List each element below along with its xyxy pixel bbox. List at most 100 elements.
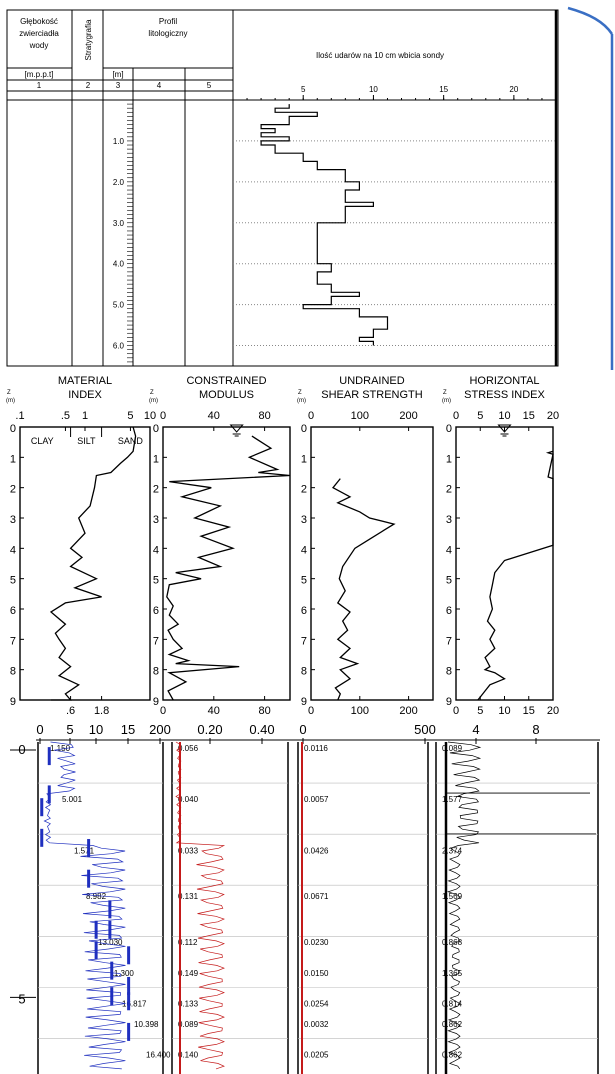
depth-tick-label: 3.0 [113, 219, 125, 228]
plot-title-line1: MATERIAL [58, 375, 112, 387]
top-tick-label: 10 [89, 722, 103, 737]
top-tick-label: 0 [36, 722, 43, 737]
bottom-tick-label: 10 [498, 705, 510, 717]
bottom-tick-label: 0 [308, 705, 314, 717]
depth-tick-label: 2 [10, 484, 16, 496]
top-tick-label: 5 [127, 410, 133, 422]
plot-title-line2: STRESS INDEX [464, 389, 545, 401]
top-tick-label: 200 [399, 410, 417, 422]
plot-title-line2: MODULUS [199, 389, 254, 401]
annotation-value: 1.150 [50, 744, 71, 753]
top-tick-label: 10 [498, 410, 510, 422]
col-number-4: 4 [157, 81, 162, 90]
top-tick-label: 80 [258, 410, 270, 422]
cpt-track-2: 0.056 0.040 0.033 0.131 0.112 0.149 0.133 0.089… [171, 742, 289, 1074]
top-tick-label: 0.20 [197, 722, 222, 737]
depth-tick-label: 3 [153, 514, 159, 526]
top-tick-label: 100 [351, 410, 369, 422]
depth-tick-label: 1.0 [113, 137, 125, 146]
dmt-series [166, 435, 291, 701]
cpt-track-1: 1.150 5.001 1.571 8.982 13.030 11.300 16.817 10… [37, 742, 171, 1074]
plot-title-line1: UNDRAINED [339, 375, 404, 387]
depth-tick-label: 1 [446, 453, 452, 465]
top-tick-label: 10 [144, 410, 156, 422]
bottom-tick-label: 200 [399, 705, 417, 717]
annotation-value: 0.056 [178, 744, 199, 753]
blow-count-chart: 5 10 15 20 1.0 2.0 3.0 4.0 5.0 6.0 [113, 85, 556, 363]
depth-tick-label: 4 [153, 544, 159, 556]
plot-title-line1: CONSTRAINED [186, 375, 266, 387]
annotation-value: 0.033 [178, 846, 199, 855]
depth-tick-label: 7 [301, 635, 307, 647]
depth-tick-label: 8 [446, 666, 452, 678]
depth-tick-label: 2.0 [113, 178, 125, 187]
depth-tick-label: 9 [153, 696, 159, 708]
top-tick-label: 1 [82, 410, 88, 422]
bottom-tick-label: 100 [351, 705, 369, 717]
depth-tick-label: 8 [153, 666, 159, 678]
depth-tick-label: 5 [153, 575, 159, 587]
annotation-value: 0.862 [442, 1051, 463, 1060]
z-label: Z [298, 390, 302, 396]
depth-tick-label: 2 [301, 484, 307, 496]
dmt-series [49, 426, 137, 701]
bottom-tick-label: 1.8 [94, 705, 109, 717]
top-tick-label: 15 [523, 410, 535, 422]
depth-tick-label: 1 [153, 453, 159, 465]
bottom-tick-label: 0 [160, 705, 166, 717]
annotation-value: 0.040 [178, 795, 199, 804]
profile-header-line2: litologiczny [148, 29, 187, 38]
annotation-value: 16.400 [146, 1051, 171, 1060]
plot-frame [310, 426, 434, 701]
z-label: Z [443, 390, 447, 396]
depth-tick-label: 6 [153, 605, 159, 617]
red-trace [175, 741, 226, 1070]
depth-tick-label: 6 [446, 605, 452, 617]
x-tick-label: 20 [509, 85, 518, 94]
bottom-tick-label: 15 [523, 705, 535, 717]
x-tick-label: 5 [301, 85, 306, 94]
annotation-value: 1.365 [442, 969, 463, 978]
bottom-tick-label: .6 [66, 705, 75, 717]
cpt-track-4: 0.089 1.577 2.374 1.569 0.868 1.365 0.814 0.862… [435, 742, 599, 1074]
water-depth-header-line3: wody [29, 41, 49, 50]
depth-tick-label: 0 [10, 423, 16, 435]
depth-tick-label: 7 [153, 635, 159, 647]
top-tick-label: 8 [532, 722, 539, 737]
depth-tick-label: 4 [446, 544, 452, 556]
depth-tick-label: 3 [301, 514, 307, 526]
depth-tick-label: 5.0 [113, 301, 125, 310]
annotation-value: 0.133 [178, 999, 199, 1008]
annotation-value: 0.112 [178, 938, 198, 947]
bottom-tick-label: 0 [453, 705, 459, 717]
top-tick-label: 0 [453, 410, 459, 422]
blow-count-title: Ilość udarów na 10 cm wbicia sondy [316, 51, 444, 60]
water-unit: [m.p.p.t] [25, 70, 54, 79]
z-unit: (m) [149, 398, 158, 404]
accent-border-top [567, 6, 614, 35]
depth-tick-label: 9 [10, 696, 16, 708]
col-number-2: 2 [86, 81, 91, 90]
top-tick-label: 40 [208, 410, 220, 422]
annotation-value: 0.140 [178, 1051, 199, 1060]
depth-tick-label: 6 [301, 605, 307, 617]
annotation-value: 1.577 [442, 795, 463, 804]
annotation-value: 1.571 [74, 846, 95, 855]
annotation-value: 0.0426 [304, 846, 329, 855]
water-depth-header-line1: Głębokość [20, 17, 58, 26]
z-label: Z [150, 390, 154, 396]
water-depth-header-line2: zwierciadła [19, 29, 59, 38]
annotation-value: 0.868 [442, 938, 463, 947]
annotation-value: 0.0205 [304, 1051, 329, 1060]
blue-trace [43, 741, 126, 1070]
z-unit: (m) [6, 398, 15, 404]
z-unit: (m) [297, 398, 306, 404]
depth-tick-label: 6 [10, 605, 16, 617]
annotation-value: 10.398 [134, 1020, 159, 1029]
annotation-value: 2.374 [442, 846, 463, 855]
x-tick-label: 15 [439, 85, 448, 94]
annotation-value: 13.030 [98, 938, 123, 947]
plot-frame [19, 426, 151, 701]
panel1-frame [6, 9, 559, 367]
